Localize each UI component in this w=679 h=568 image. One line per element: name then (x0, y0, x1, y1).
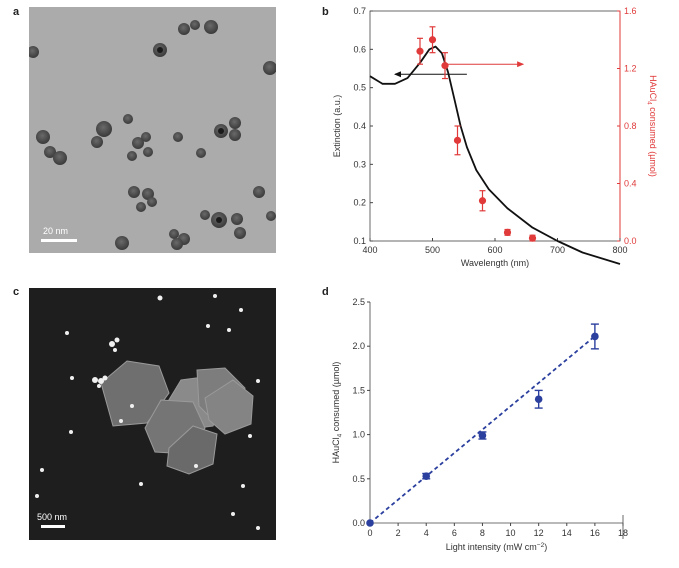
data-point-d (479, 432, 487, 440)
data-point-d (591, 333, 599, 341)
data-point-d (535, 395, 543, 403)
x-tick-label-d: 16 (590, 528, 600, 538)
x-tick-label-d: 8 (480, 528, 485, 538)
data-point-d (422, 472, 430, 480)
y-tick-label-d: 0.0 (352, 518, 365, 528)
y-tick-label-d: 1.0 (352, 430, 365, 440)
y-tick-label-d: 1.5 (352, 385, 365, 395)
data-point-d (366, 519, 374, 527)
y-tick-label-d: 2.0 (352, 341, 365, 351)
y-axis-label-d: HAuCl4 consumed (µmol) (331, 362, 344, 464)
y-tick-label-d: 2.5 (352, 297, 365, 307)
x-tick-label-d: 4 (424, 528, 429, 538)
x-tick-label-d: 12 (534, 528, 544, 538)
x-tick-label-d: 2 (396, 528, 401, 538)
x-axis-label-d: Light intensity (mW cm−2) (446, 542, 547, 552)
y-tick-label-d: 0.5 (352, 474, 365, 484)
x-tick-label-d: 0 (367, 528, 372, 538)
chart-d-light-intensity: 0 2 4 6 8 10 12 14 16 18 0.0 0.5 1.0 1.5 2.0 2.5 Light i… (0, 0, 679, 568)
x-tick-label-d: 10 (506, 528, 516, 538)
x-tick-label-d: 18 (618, 528, 628, 538)
x-tick-label-d: 6 (452, 528, 457, 538)
x-tick-label-d: 14 (562, 528, 572, 538)
linear-fit-line (370, 334, 598, 523)
